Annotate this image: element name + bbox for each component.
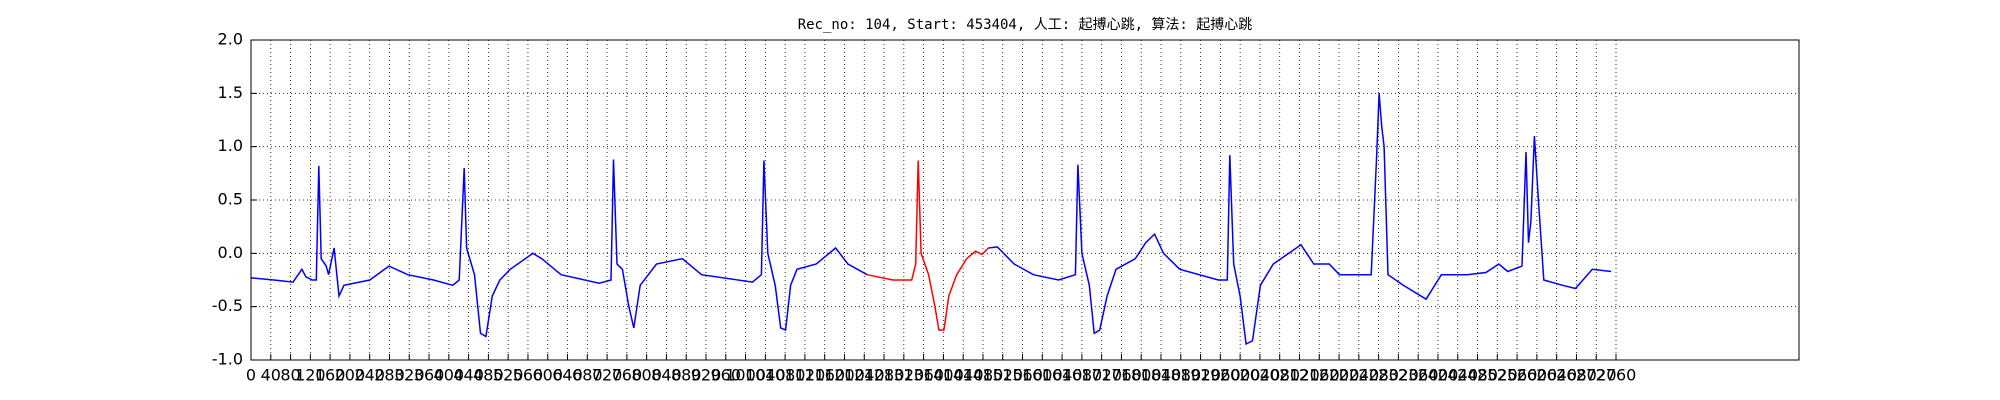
x-tick-label: 800 — [631, 366, 662, 385]
x-tick-label: 2720 — [1576, 366, 1617, 385]
x-tick-label: 320 — [394, 366, 425, 385]
x-tick-label: 2520 — [1477, 366, 1518, 385]
y-tick-label: -0.5 — [212, 296, 243, 315]
x-tick-label: 1520 — [982, 366, 1023, 385]
x-tick-label: 240 — [354, 366, 385, 385]
x-tick-label: 2200 — [1319, 366, 1360, 385]
x-tick-label: 1760 — [1101, 366, 1142, 385]
x-tick-label: 1240 — [844, 366, 885, 385]
x-tick-label: 1840 — [1141, 366, 1182, 385]
x-tick-label: 2640 — [1536, 366, 1577, 385]
x-tick-label: 1560 — [1002, 366, 1043, 385]
x-tick-label: 840 — [651, 366, 682, 385]
x-tick-label: 2080 — [1259, 366, 1300, 385]
x-tick-label: 2760 — [1596, 366, 1637, 385]
x-tick-label: 520 — [493, 366, 524, 385]
x-tick-label: 120 — [295, 366, 326, 385]
x-tick-label: 1400 — [923, 366, 964, 385]
x-tick-label: 680 — [572, 366, 603, 385]
series-line — [250, 93, 1612, 346]
x-tick-label: 440 — [453, 366, 484, 385]
x-tick-label: 960 — [711, 366, 742, 385]
series-line — [867, 160, 989, 331]
x-tick-label: 1000 — [725, 366, 766, 385]
x-tick-label: 480 — [473, 366, 504, 385]
x-tick-label: 2320 — [1378, 366, 1419, 385]
x-tick-label: 2240 — [1338, 366, 1379, 385]
x-tick-label: 40 — [261, 366, 281, 385]
x-tick-label: 1480 — [963, 366, 1004, 385]
x-tick-label: 2360 — [1398, 366, 1439, 385]
x-tick-label: 1720 — [1081, 366, 1122, 385]
x-tick-label: 1080 — [765, 366, 806, 385]
x-tick-label: 200 — [335, 366, 366, 385]
x-tick-label: 1440 — [943, 366, 984, 385]
x-tick-label: 2280 — [1358, 366, 1399, 385]
x-tick-label: 2000 — [1220, 366, 1261, 385]
x-tick-label: 1280 — [864, 366, 905, 385]
x-tick-label: 160 — [315, 366, 346, 385]
x-tick-label: 1600 — [1022, 366, 1063, 385]
y-tick-label: 0.0 — [218, 243, 243, 262]
x-tick-label: 280 — [374, 366, 405, 385]
x-tick-label: 1160 — [804, 366, 845, 385]
x-tick-label: 1200 — [824, 366, 865, 385]
x-tick-label: 1640 — [1042, 366, 1083, 385]
x-tick-label: 1320 — [883, 366, 924, 385]
x-tick-label: 720 — [592, 366, 623, 385]
x-tick-label: 360 — [414, 366, 445, 385]
x-tick-label: 1360 — [903, 366, 944, 385]
x-tick-label: 0 — [246, 366, 256, 385]
x-tick-label: 1680 — [1062, 366, 1103, 385]
x-tick-label: 2440 — [1437, 366, 1478, 385]
y-tick-label: 1.5 — [218, 83, 243, 102]
y-tick-label: 2.0 — [218, 30, 243, 49]
x-tick-label: 1040 — [745, 366, 786, 385]
chart-title: Rec_no: 104, Start: 453404, 人工: 起搏心跳, 算法… — [798, 16, 1253, 33]
x-tick-label: 560 — [513, 366, 544, 385]
x-tick-label: 1960 — [1200, 366, 1241, 385]
plot-frame — [250, 39, 1800, 361]
x-tick-label: 2680 — [1556, 366, 1597, 385]
x-tick-label: 880 — [671, 366, 702, 385]
x-tick-label: 2480 — [1457, 366, 1498, 385]
x-tick-label: 760 — [612, 366, 643, 385]
x-tick-label: 400 — [434, 366, 465, 385]
x-tick-label: 80 — [280, 366, 300, 385]
x-tick-label: 600 — [532, 366, 563, 385]
x-tick-label: 2160 — [1299, 366, 1340, 385]
x-tick-label: 2400 — [1418, 366, 1459, 385]
x-tick-label: 2040 — [1240, 366, 1281, 385]
y-tick-label: -1.0 — [212, 350, 243, 369]
x-tick-label: 2600 — [1517, 366, 1558, 385]
x-tick-label: 920 — [691, 366, 722, 385]
x-tick-label: 1920 — [1180, 366, 1221, 385]
x-tick-label: 2560 — [1497, 366, 1538, 385]
x-tick-label: 1880 — [1160, 366, 1201, 385]
y-tick-label: 0.5 — [218, 190, 243, 209]
x-tick-label: 1800 — [1121, 366, 1162, 385]
x-tick-label: 2120 — [1279, 366, 1320, 385]
x-tick-label: 640 — [552, 366, 583, 385]
y-tick-label: 1.0 — [218, 136, 243, 155]
x-tick-label: 1120 — [785, 366, 826, 385]
